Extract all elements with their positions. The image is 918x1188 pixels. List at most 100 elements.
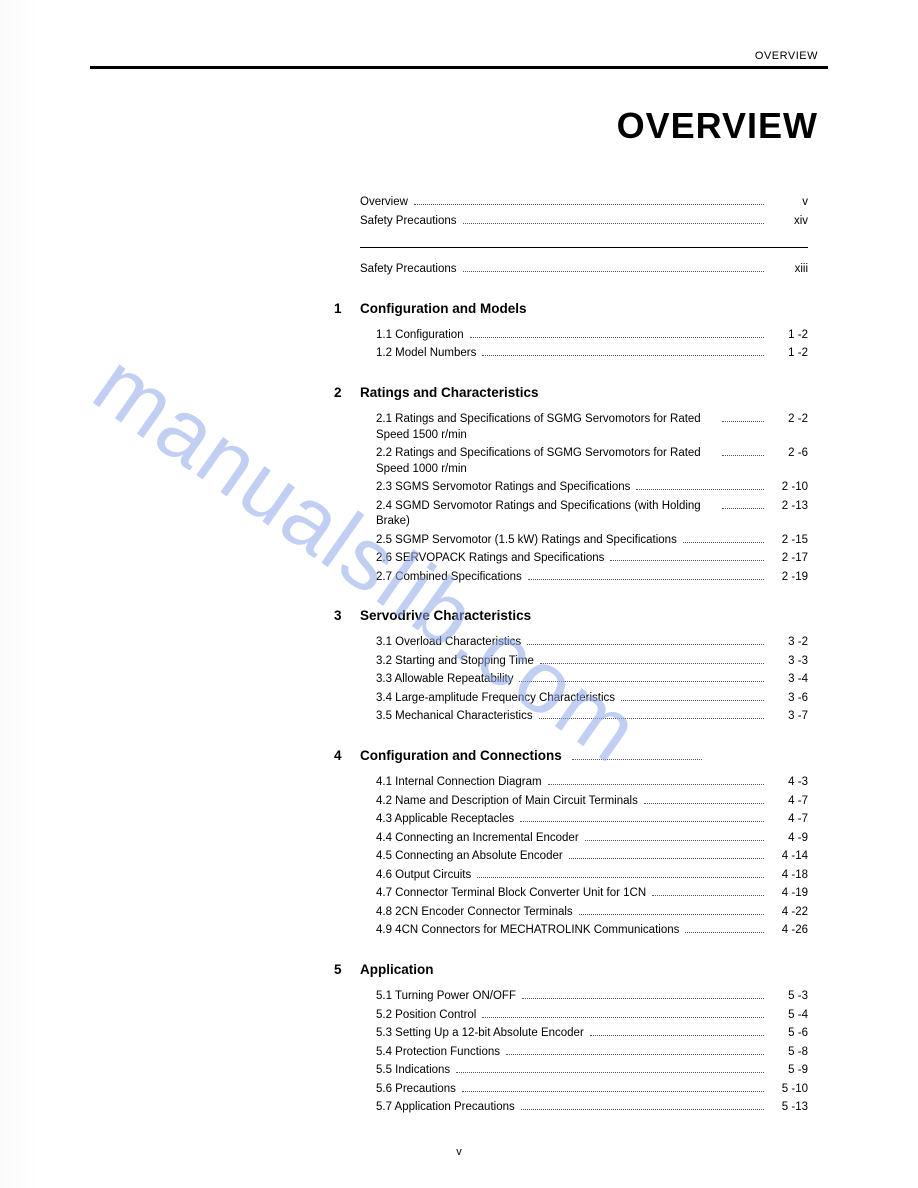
toc-sections: 1Configuration and Models1.1 Configurati…	[360, 300, 808, 1116]
toc-entry-page: 2 -10	[770, 480, 808, 496]
toc-entry: 5.5 Indications 5 -9	[360, 1063, 808, 1079]
toc-entry-page: 4 -3	[770, 775, 808, 791]
toc-leader-dots	[506, 1054, 764, 1055]
toc-entry: 3.4 Large-amplitude Frequency Characteri…	[360, 691, 808, 707]
toc-entry-page: 3 -2	[770, 635, 808, 651]
toc-entry-page: 3 -3	[770, 654, 808, 670]
toc-entry-page: xiii	[770, 262, 808, 278]
toc-section-title: Servodrive Characteristics	[360, 607, 531, 625]
toc-entry-label: 2.7 Combined Specifications	[376, 570, 522, 586]
toc-entry-label: 3.5 Mechanical Characteristics	[376, 709, 533, 725]
toc-leader-dots	[569, 858, 764, 859]
toc-leader-dots	[521, 1109, 764, 1110]
toc-section-header: 1Configuration and Models	[334, 300, 808, 318]
toc-section-header: 3Servodrive Characteristics	[334, 607, 808, 625]
toc-entry: 2.7 Combined Specifications 2 -19	[360, 570, 808, 586]
toc-entry-page: 2 -13	[770, 499, 808, 515]
toc-entry: 4.5 Connecting an Absolute Encoder4 -14	[360, 849, 808, 865]
toc-leader-dots	[685, 932, 764, 933]
toc-section-header: 5Application	[334, 961, 808, 979]
toc-section-header: 4Configuration and Connections	[334, 747, 808, 765]
toc-section-number: 2	[334, 384, 360, 402]
toc-entry-label: 4.8 2CN Encoder Connector Terminals	[376, 905, 573, 921]
page-title: OVERVIEW	[90, 105, 828, 147]
toc-leader-dots	[644, 803, 764, 804]
toc-entry-label: Safety Precautions	[360, 214, 457, 230]
table-of-contents: Overviewv Safety Precautionsxiv Safety Pr…	[360, 195, 808, 1116]
toc-entry: 5.6 Precautions5 -10	[360, 1082, 808, 1098]
toc-divider	[360, 247, 808, 248]
toc-entry: 2.6 SERVOPACK Ratings and Specifications…	[360, 551, 808, 567]
toc-leader-dots	[520, 821, 764, 822]
toc-entry: 5.7 Application Precautions 5 -13	[360, 1100, 808, 1116]
toc-entry-page: 5 -9	[770, 1063, 808, 1079]
toc-entry: 3.1 Overload Characteristics3 -2	[360, 635, 808, 651]
toc-entry: 1.2 Model Numbers 1 -2	[360, 346, 808, 362]
toc-entry-label: 2.4 SGMD Servomotor Ratings and Specific…	[376, 499, 716, 530]
toc-entry-label: 1.2 Model Numbers	[376, 346, 476, 362]
toc-entry-label: 4.7 Connector Terminal Block Converter U…	[376, 886, 646, 902]
toc-entry-label: 1.1 Configuration	[376, 328, 464, 344]
toc-leader-dots	[462, 1091, 764, 1092]
toc-entry: 4.7 Connector Terminal Block Converter U…	[360, 886, 808, 902]
toc-entry: 4.1 Internal Connection Diagram4 -3	[360, 775, 808, 791]
toc-entry: 3.3 Allowable Repeatability3 -4	[360, 672, 808, 688]
toc-leader-dots	[722, 421, 764, 422]
toc-entry-label: 4.9 4CN Connectors for MECHATROLINK Comm…	[376, 923, 679, 939]
toc-entry: 4.3 Applicable Receptacles4 -7	[360, 812, 808, 828]
toc-leader-dots	[519, 681, 764, 682]
toc-entry-page: 2 -19	[770, 570, 808, 586]
toc-entry-page: 3 -6	[770, 691, 808, 707]
toc-entry: 5.4 Protection Functions5 -8	[360, 1045, 808, 1061]
toc-leader-dots	[470, 337, 764, 338]
toc-leader-dots	[722, 455, 764, 456]
toc-leader-dots	[482, 1017, 764, 1018]
toc-entry-label: 5.4 Protection Functions	[376, 1045, 500, 1061]
toc-entry-label: 4.4 Connecting an Incremental Encoder	[376, 831, 579, 847]
toc-entry: Safety Precautionsxiv	[360, 214, 808, 230]
toc-entry-page: 4 -26	[770, 923, 808, 939]
toc-entry: 2.1 Ratings and Specifications of SGMG S…	[360, 412, 808, 443]
toc-entry: 4.2 Name and Description of Main Circuit…	[360, 794, 808, 810]
toc-entry: 1.1 Configuration 1 -2	[360, 328, 808, 344]
toc-leader-dots	[463, 271, 764, 272]
toc-entry-label: 5.5 Indications	[376, 1063, 450, 1079]
toc-entry-label: 2.5 SGMP Servomotor (1.5 kW) Ratings and…	[376, 533, 677, 549]
toc-entry-page: 5 -13	[770, 1100, 808, 1116]
toc-leader-dots	[527, 644, 764, 645]
toc-entry-label: 5.1 Turning Power ON/OFF	[376, 989, 516, 1005]
toc-entry-page: 2 -15	[770, 533, 808, 549]
toc-entry-page: 1 -2	[770, 346, 808, 362]
toc-leader-dots	[548, 784, 764, 785]
toc-leader-dots	[636, 489, 764, 490]
toc-entry-label: 4.6 Output Circuits	[376, 868, 471, 884]
toc-entry-page: 4 -14	[770, 849, 808, 865]
toc-leader-dots	[456, 1072, 764, 1073]
toc-leader-dots	[590, 1035, 764, 1036]
toc-entry-label: 2.1 Ratings and Specifications of SGMG S…	[376, 412, 716, 443]
toc-pre-block: Safety Precautions xiii	[360, 262, 808, 278]
toc-entry: 4.6 Output Circuits4 -18	[360, 868, 808, 884]
toc-entry-label: 3.2 Starting and Stopping Time	[376, 654, 534, 670]
header-rule	[90, 66, 828, 69]
toc-entry: 5.1 Turning Power ON/OFF5 -3	[360, 989, 808, 1005]
toc-leader-dots	[572, 759, 702, 760]
toc-leader-dots	[414, 204, 764, 205]
toc-leader-dots	[683, 542, 764, 543]
toc-leader-dots	[482, 355, 764, 356]
toc-entry: 4.4 Connecting an Incremental Encoder4 -…	[360, 831, 808, 847]
toc-leader-dots	[522, 998, 764, 999]
toc-leader-dots	[463, 223, 764, 224]
toc-section-title: Configuration and Connections	[360, 747, 562, 765]
page-container: OVERVIEW OVERVIEW manualslib.com Overvie…	[0, 0, 918, 1188]
toc-entry: Overviewv	[360, 195, 808, 211]
toc-entry-label: Safety Precautions	[360, 262, 457, 278]
toc-entry-page: 1 -2	[770, 328, 808, 344]
toc-entry-label: 5.7 Application Precautions	[376, 1100, 515, 1116]
toc-entry-page: 2 -2	[770, 412, 808, 428]
toc-entry-label: 2.3 SGMS Servomotor Ratings and Specific…	[376, 480, 630, 496]
toc-section-number: 1	[334, 300, 360, 318]
toc-entry: Safety Precautions xiii	[360, 262, 808, 278]
toc-entry-page: 2 -17	[770, 551, 808, 567]
toc-entry: 5.3 Setting Up a 12-bit Absolute Encoder…	[360, 1026, 808, 1042]
